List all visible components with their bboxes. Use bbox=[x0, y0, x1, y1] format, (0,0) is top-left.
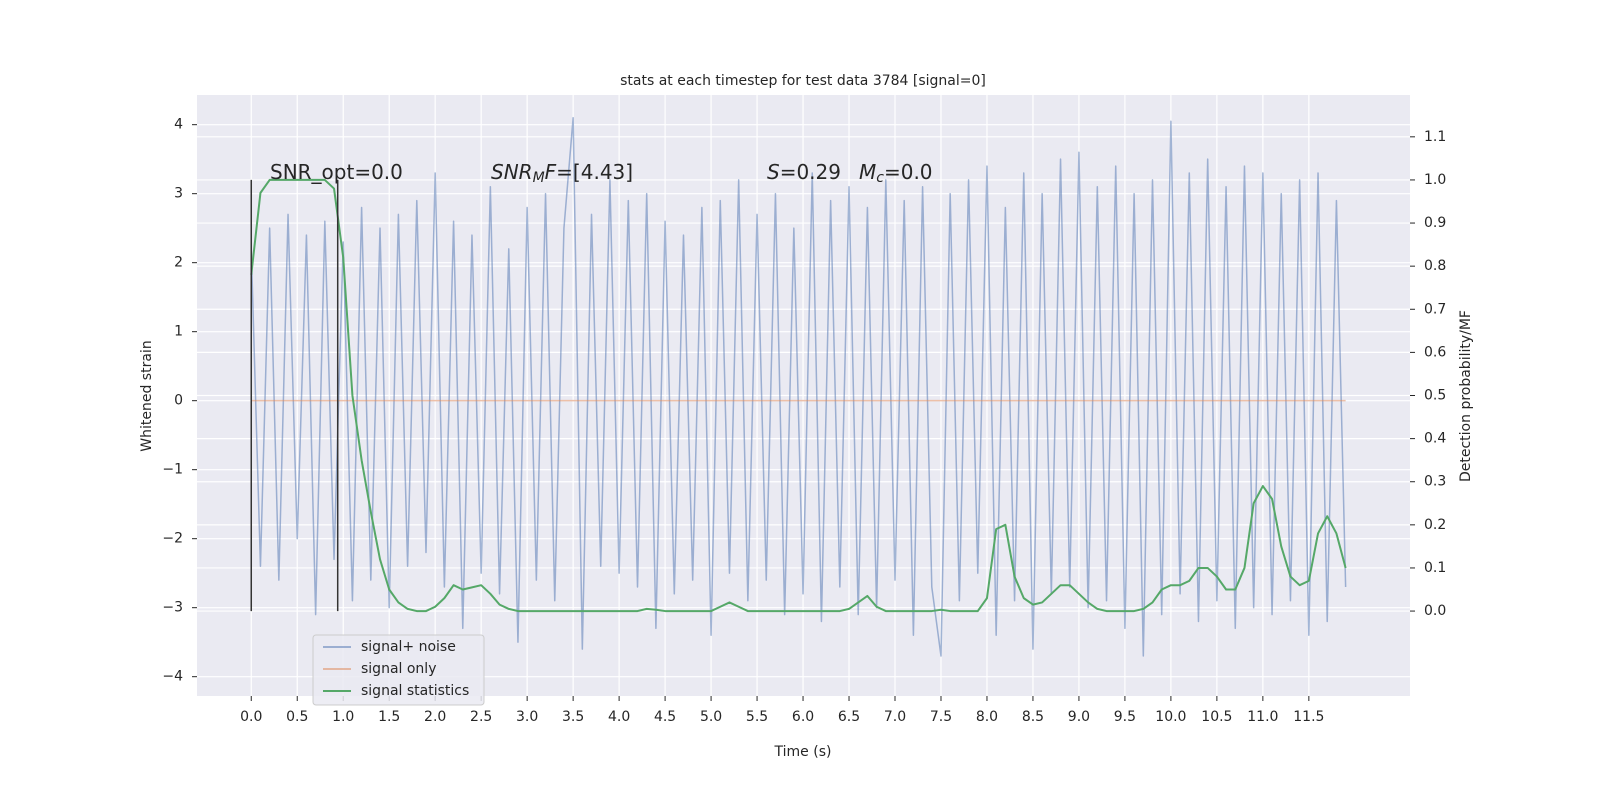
legend-label: signal+ noise bbox=[361, 639, 456, 655]
y-tick-label: −4 bbox=[162, 669, 183, 685]
annotation: SNR_opt=0.0 bbox=[270, 160, 403, 184]
series-line bbox=[250, 178, 1347, 613]
y-tick-label: 0 bbox=[174, 393, 183, 409]
annotation-part: =0.0 bbox=[884, 160, 933, 184]
x-tick-label: 9.0 bbox=[1068, 709, 1090, 725]
annotation-part: M bbox=[859, 160, 876, 184]
x-tick-label: 2.5 bbox=[470, 709, 492, 725]
legend-label: signal only bbox=[361, 661, 436, 677]
x-tick-label: 5.0 bbox=[700, 709, 722, 725]
x-tick-label: 6.0 bbox=[792, 709, 814, 725]
marks bbox=[250, 117, 1347, 657]
annotation-part: =[4.43] bbox=[556, 160, 633, 184]
y-tick-label: 3 bbox=[174, 186, 183, 202]
x-tick-label: 0.5 bbox=[286, 709, 308, 725]
annotation-part: SNR bbox=[491, 160, 533, 184]
x-tick-label: 8.0 bbox=[976, 709, 998, 725]
annotation-part: c bbox=[876, 170, 884, 186]
y2-tick-label: 0.6 bbox=[1424, 344, 1446, 360]
y2-tick-label: 0.5 bbox=[1424, 388, 1446, 404]
x-tick-label: 1.5 bbox=[378, 709, 400, 725]
x-tick-label: 4.0 bbox=[608, 709, 630, 725]
x-tick-label: 10.5 bbox=[1201, 709, 1232, 725]
y2-tick-label: 0.3 bbox=[1424, 474, 1446, 490]
annotation: SNRMF=[4.43] bbox=[491, 160, 633, 187]
x-tick-label: 8.5 bbox=[1022, 709, 1044, 725]
annotation-part: F bbox=[545, 160, 557, 184]
y2-tick-label: 0.1 bbox=[1424, 560, 1446, 576]
y2-tick-label: 0.9 bbox=[1424, 215, 1446, 231]
y2-tick-label: 0.4 bbox=[1424, 431, 1446, 447]
x-tick-label: 5.5 bbox=[746, 709, 768, 725]
legend-box bbox=[312, 634, 485, 706]
y2-tick-label: 0.8 bbox=[1424, 258, 1446, 274]
axes: 0.0 0.5 1.0 1.5 2.0 2.5 3.0 3.5 4.0 4.5 5.0 5.5 6.0 6… bbox=[162, 117, 1446, 725]
y2-axis-label: Detection probability/MF bbox=[1458, 310, 1474, 482]
legend-label: signal statistics bbox=[361, 683, 469, 699]
x-tick-label: 0.0 bbox=[240, 709, 262, 725]
y-axis-label: Whitened strain bbox=[139, 340, 155, 451]
x-tick-label: 10.0 bbox=[1155, 709, 1186, 725]
annotation: S=0.29 bbox=[767, 160, 841, 184]
y-tick-label: 4 bbox=[174, 117, 183, 133]
x-tick-label: 9.5 bbox=[1114, 709, 1136, 725]
x-tick-label: 6.5 bbox=[838, 709, 860, 725]
x-tick-label: 7.0 bbox=[884, 709, 906, 725]
y2-tick-label: 1.0 bbox=[1424, 172, 1446, 188]
x-tick-label: 2.0 bbox=[424, 709, 446, 725]
x-tick-label: 4.5 bbox=[654, 709, 676, 725]
annotation: Mc=0.0 bbox=[859, 160, 933, 187]
y-tick-label: 1 bbox=[174, 324, 183, 340]
legend: signal+ noise signal only signal statistic… bbox=[312, 634, 485, 706]
y2-tick-label: 1.1 bbox=[1424, 129, 1446, 145]
x-tick-label: 3.0 bbox=[516, 709, 538, 725]
y2-tick-label: 0.0 bbox=[1424, 603, 1446, 619]
y2-tick-label: 0.2 bbox=[1424, 517, 1446, 533]
annotation-part: SNR_opt=0.0 bbox=[270, 160, 403, 184]
annotation-part: M bbox=[533, 170, 545, 186]
x-tick-label: 1.0 bbox=[332, 709, 354, 725]
y-tick-label: −3 bbox=[162, 600, 183, 616]
y-tick-label: 2 bbox=[174, 255, 183, 271]
chart-title: stats at each timestep for test data 378… bbox=[620, 73, 986, 89]
series-line bbox=[250, 117, 1347, 657]
x-tick-label: 3.5 bbox=[562, 709, 584, 725]
x-tick-label: 7.5 bbox=[930, 709, 952, 725]
y-tick-label: −1 bbox=[162, 462, 183, 478]
y-tick-label: −2 bbox=[162, 531, 183, 547]
x-axis-label: Time (s) bbox=[774, 744, 832, 760]
x-tick-label: 11.5 bbox=[1293, 709, 1324, 725]
annotation-part: S bbox=[767, 160, 780, 184]
x-tick-label: 11.0 bbox=[1247, 709, 1278, 725]
annotation-part: =0.29 bbox=[780, 160, 841, 184]
y2-tick-label: 0.7 bbox=[1424, 301, 1446, 317]
